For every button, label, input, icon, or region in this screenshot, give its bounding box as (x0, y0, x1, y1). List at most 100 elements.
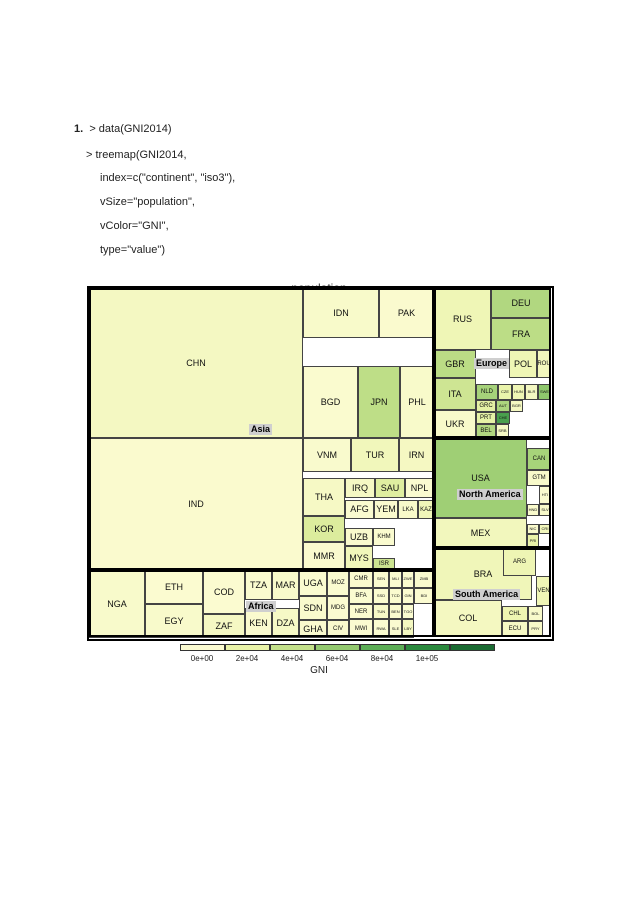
treemap-cell-cod: COD (203, 570, 245, 614)
treemap-cell-eth: ETH (145, 570, 203, 604)
treemap-cell-srb: SRB (496, 424, 509, 438)
treemap-cell-uga: UGA (299, 570, 327, 596)
list-number: 1. (74, 123, 84, 135)
treemap-cell-mmr: MMR (303, 542, 345, 570)
treemap-cell-tza: TZA (245, 570, 272, 600)
treemap-cell-mex: MEX (434, 518, 527, 548)
treemap-cell-bel: BEL (476, 424, 496, 438)
code-line-3: index=c("continent", "iso3"), (100, 172, 236, 184)
treemap-cell-mli: MLI (389, 570, 402, 588)
legend-swatch-3 (315, 644, 360, 651)
treemap-cell-pol: POL (509, 350, 537, 378)
treemap-cell-lby: LBY (402, 619, 414, 638)
treemap-cell-mwi: MWI (349, 619, 373, 638)
treemap-cell-uzb: UZB (345, 528, 373, 546)
legend-title: GNI (310, 665, 328, 676)
treemap-cell-yem: YEM (374, 500, 398, 519)
treemap-cell-pak: PAK (379, 288, 434, 338)
treemap-cell-zwe: ZWE (402, 570, 414, 588)
treemap-cell-gin: GIN (402, 588, 414, 604)
treemap-cell-gtm: GTM (527, 470, 551, 486)
treemap-cell-tur: TUR (351, 438, 399, 472)
code-line-1-text: > data(GNI2014) (89, 123, 172, 135)
treemap-cell-lka: LKA (398, 500, 418, 519)
legend-tick-label: 0e+00 (190, 654, 214, 663)
treemap-cell-nga: NGA (89, 570, 145, 638)
continent-label-asia: Asia (249, 424, 273, 435)
code-line-2: > treemap(GNI2014, (86, 149, 187, 161)
treemap-cell-mar: MAR (272, 570, 299, 600)
legend-tick-label: 8e+04 (370, 654, 394, 663)
treemap-cell-rwa: RWA (373, 619, 389, 638)
treemap-cell-zmb: ZMB (414, 570, 434, 588)
treemap-cell-irn: IRN (399, 438, 434, 472)
treemap-cell-mdg: MDG (327, 596, 349, 620)
treemap-cell-ita: ITA (434, 378, 476, 410)
continent-label-europe: Europe (474, 358, 510, 369)
treemap-cell-bol: BOL (528, 606, 543, 621)
code-line-5: vColor="GNI", (100, 220, 169, 232)
treemap-cell-can: CAN (527, 448, 551, 470)
treemap-cell-gbr: GBR (434, 350, 476, 378)
treemap-cell-pri: PRI (527, 534, 539, 548)
treemap-cell-prt: PRT (476, 412, 496, 424)
treemap-cell-chn: CHN (89, 288, 303, 438)
treemap-cell-grc: GRC (476, 400, 496, 412)
treemap-cell-zaf: ZAF (203, 614, 245, 638)
legend-swatch-6 (450, 644, 495, 651)
treemap-cell-bfa: BFA (349, 588, 373, 604)
treemap-cell-ken: KEN (245, 608, 272, 638)
treemap-cell-gha: GHA (299, 620, 327, 638)
treemap-cell-ind: IND (89, 438, 303, 570)
treemap-cell-sen: SEN (373, 570, 389, 588)
treemap-cell-rus: RUS (434, 288, 491, 350)
treemap-cell-hnd: HND (527, 504, 539, 516)
treemap-cell-che: CHE (496, 412, 510, 424)
treemap-cell-ven: VEN (536, 576, 551, 606)
treemap-cell-nld: NLD (476, 384, 498, 400)
treemap-cell-phl: PHL (400, 366, 434, 438)
treemap-cell-ecu: ECU (502, 621, 528, 637)
treemap-cell-aut: AUT (496, 400, 510, 412)
treemap-cell-ssd: SSD (373, 588, 389, 604)
treemap-cell-blr: BLR (525, 384, 538, 400)
legend-swatch-0 (180, 644, 225, 651)
legend-tick-label: 4e+04 (280, 654, 304, 663)
treemap-cell-sle: SLE (389, 619, 402, 638)
treemap-cell-dza: DZA (272, 608, 299, 638)
treemap-cell-idn: IDN (303, 288, 379, 338)
treemap-cell-egy: EGY (145, 604, 203, 638)
treemap-cell-tun: TUN (373, 604, 389, 619)
treemap-cell-ukr: UKR (434, 410, 476, 438)
continent-label-north-america: North America (457, 489, 523, 500)
treemap-cell-col: COL (434, 600, 502, 637)
treemap-cell-isr: ISR (373, 558, 395, 570)
treemap-cell-civ: CIV (327, 620, 349, 638)
treemap-cell-mys: MYS (345, 546, 373, 570)
legend-tick-label: 6e+04 (325, 654, 349, 663)
treemap-cell-kor: KOR (303, 516, 345, 542)
legend-swatch-4 (360, 644, 405, 651)
legend-swatch-5 (405, 644, 450, 651)
treemap-cell-afg: AFG (345, 500, 374, 519)
legend-swatch-1 (225, 644, 270, 651)
treemap-cell-slv: SLV (539, 504, 551, 516)
treemap-cell-vnm: VNM (303, 438, 351, 472)
treemap: CHN IND IDN PAK BGD JPN PHL VNM TUR IRN THA IRQ SAU N… (87, 286, 554, 641)
treemap-cell-pry: PRY (528, 621, 543, 637)
code-line-4: vSize="population", (100, 196, 195, 208)
treemap-cell-chl: CHL (502, 606, 528, 621)
treemap-cell-sdn: SDN (299, 596, 327, 620)
treemap-cell-cze: CZE (498, 384, 512, 400)
treemap-cell-tha: THA (303, 478, 345, 516)
treemap-cell-swe: SWE (538, 384, 551, 400)
treemap-cell-khm: KHM (373, 528, 395, 546)
treemap-cell-tcd: TCD (389, 588, 402, 604)
treemap-cell-deu: DEU (491, 288, 551, 318)
treemap-cell-moz: MOZ (327, 570, 349, 596)
continent-label-south-america: South America (453, 589, 521, 600)
treemap-cell-ner: NER (349, 604, 373, 619)
treemap-cell-hti: HTI (539, 486, 551, 504)
treemap-title: population (291, 281, 347, 288)
treemap-cell-arg: ARG (503, 548, 536, 576)
